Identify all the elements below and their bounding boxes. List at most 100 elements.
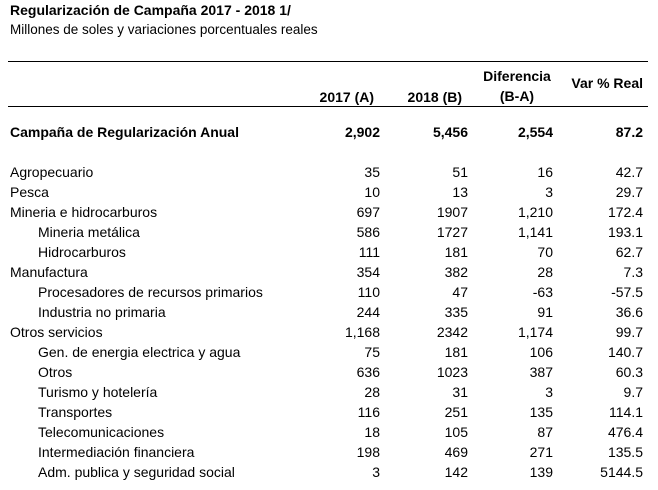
cell-2018: 51 — [452, 164, 468, 180]
column-header-2018: 2018 (B) — [407, 89, 462, 105]
cell-diferencia: 135 — [529, 404, 553, 420]
cell-var-real: 29.7 — [615, 184, 643, 200]
cell-var-real: 172.4 — [607, 204, 643, 220]
table-row: Otros servicios 1,168 2342 1,174 99.7 — [0, 324, 658, 344]
cell-diferencia: 271 — [529, 444, 553, 460]
cell-var-real: 140.7 — [607, 344, 643, 360]
cell-var-real: 7.3 — [623, 264, 643, 280]
cell-2017: 116 — [357, 404, 380, 420]
row-label: Agropecuario — [10, 164, 94, 180]
cell-var-real: 9.7 — [623, 384, 643, 400]
cell-diferencia: 139 — [529, 464, 553, 480]
cell-2018: 1023 — [436, 364, 468, 380]
cell-var-real: 114.1 — [609, 404, 643, 420]
row-label: Transportes — [38, 404, 113, 420]
cell-2018: 2342 — [436, 324, 468, 340]
cell-diferencia: 91 — [537, 304, 553, 320]
cell-var-real: 476.4 — [607, 424, 643, 440]
cell-2017: 697 — [356, 204, 380, 220]
row-label: Campaña de Regularización Anual — [10, 124, 239, 140]
row-label: Gen. de energia electrica y agua — [38, 344, 241, 360]
row-label: Industria no primaria — [38, 304, 166, 320]
cell-var-real: 193.1 — [607, 224, 643, 240]
table-row: Agropecuario 35 51 16 42.7 — [0, 164, 658, 184]
cell-2017: 244 — [356, 304, 380, 320]
cell-diferencia: -63 — [532, 284, 553, 300]
cell-var-real: 99.7 — [615, 324, 643, 340]
cell-diferencia: 28 — [537, 264, 553, 280]
cell-diferencia: 387 — [529, 364, 553, 380]
cell-2017: 3 — [372, 464, 380, 480]
table-row: Pesca 10 13 3 29.7 — [0, 184, 658, 204]
row-label: Mineria metálica — [38, 224, 140, 240]
cell-2018: 181 — [444, 244, 468, 260]
row-label: Otros servicios — [10, 324, 103, 340]
cell-2017: 111 — [358, 244, 380, 260]
cell-2018: 251 — [444, 404, 468, 420]
row-label: Telecomunicaciones — [38, 424, 165, 440]
table-title: Regularización de Campaña 2017 - 2018 1/ — [10, 2, 291, 18]
table-row: Hidrocarburos 111 181 70 62.7 — [0, 244, 658, 264]
row-label: Manufactura — [10, 264, 88, 280]
cell-diferencia: 70 — [537, 244, 553, 260]
cell-2018: 5,456 — [432, 124, 468, 140]
cell-2018: 1727 — [436, 224, 468, 240]
row-label: Mineria e hidrocarburos — [10, 204, 158, 220]
cell-diferencia: 87 — [537, 424, 553, 440]
row-label: Intermediación financiera — [38, 444, 195, 460]
header-bottom-rule — [8, 106, 648, 107]
cell-var-real: -57.5 — [611, 284, 643, 300]
row-label: Hidrocarburos — [38, 244, 126, 260]
cell-2017: 354 — [356, 264, 380, 280]
table-row: Industria no primaria 244 335 91 36.6 — [0, 304, 658, 324]
cell-diferencia: 1,174 — [517, 324, 553, 340]
table-row: Adm. publica y seguridad social 3 142 13… — [0, 464, 658, 484]
cell-2018: 105 — [444, 424, 468, 440]
cell-2017: 10 — [364, 184, 380, 200]
table-row: Manufactura 354 382 28 7.3 — [0, 264, 658, 284]
table-subtitle: Millones de soles y variaciones porcentu… — [10, 22, 318, 37]
column-header-diferencia-formula: (B-A) — [499, 88, 535, 104]
cell-var-real: 60.3 — [615, 364, 643, 380]
cell-2018: 335 — [444, 304, 468, 320]
cell-2017: 75 — [364, 344, 380, 360]
row-label: Adm. publica y seguridad social — [38, 464, 235, 480]
table-row: Mineria metálica 586 1727 1,141 193.1 — [0, 224, 658, 244]
cell-var-real: 87.2 — [615, 124, 643, 140]
table-row: Mineria e hidrocarburos 697 1907 1,210 1… — [0, 204, 658, 224]
row-label: Procesadores de recursos primarios — [38, 284, 263, 300]
cell-var-real: 62.7 — [615, 244, 643, 260]
cell-2017: 18 — [364, 424, 380, 440]
cell-2017: 35 — [364, 164, 380, 180]
cell-2017: 636 — [356, 364, 380, 380]
cell-var-real: 36.6 — [615, 304, 643, 320]
cell-2018: 469 — [444, 444, 468, 460]
cell-2018: 47 — [452, 284, 468, 300]
cell-2017: 2,902 — [344, 124, 380, 140]
cell-var-real: 5144.5 — [600, 464, 643, 480]
cell-2018: 31 — [452, 384, 468, 400]
table-row: Intermediación financiera 198 469 271 13… — [0, 444, 658, 464]
cell-diferencia: 3 — [545, 184, 553, 200]
table-row: Transportes 116 251 135 114.1 — [0, 404, 658, 424]
cell-2017: 1,168 — [344, 324, 380, 340]
cell-var-real: 135.5 — [607, 444, 643, 460]
cell-diferencia: 1,210 — [517, 204, 553, 220]
cell-diferencia: 106 — [529, 344, 553, 360]
cell-diferencia: 2,554 — [517, 124, 553, 140]
column-header-2017: 2017 (A) — [319, 89, 374, 105]
cell-2018: 13 — [452, 184, 468, 200]
row-label: Pesca — [10, 184, 49, 200]
cell-2017: 586 — [356, 224, 380, 240]
table-row: Gen. de energia electrica y agua 75 181 … — [0, 344, 658, 364]
table-row: Telecomunicaciones 18 105 87 476.4 — [0, 424, 658, 444]
cell-2018: 181 — [444, 344, 468, 360]
row-label: Turismo y hotelería — [38, 384, 158, 400]
column-header-diferencia: Diferencia — [483, 68, 551, 84]
cell-diferencia: 3 — [545, 384, 553, 400]
cell-2018: 142 — [444, 464, 468, 480]
cell-2018: 382 — [444, 264, 468, 280]
header-top-rule — [8, 61, 648, 62]
column-header-var-real: Var % Real — [571, 75, 643, 91]
cell-var-real: 42.7 — [615, 164, 643, 180]
